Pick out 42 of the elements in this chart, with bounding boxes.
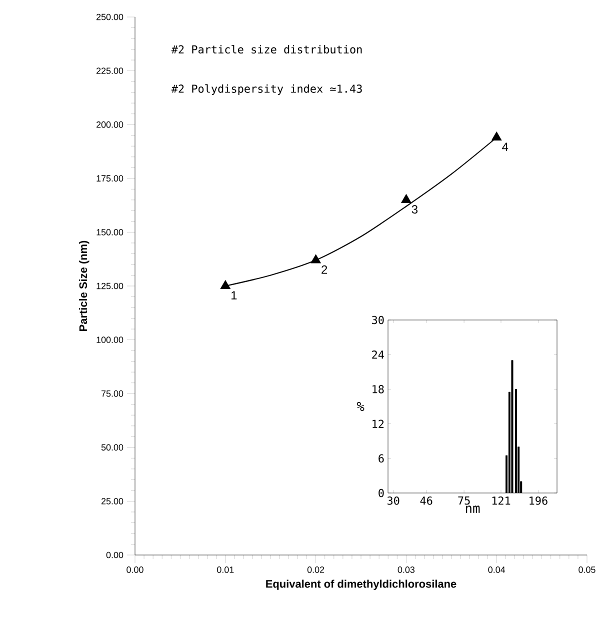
x-axis-title: Equivalent of dimethyldichlorosilane — [266, 580, 456, 590]
annotation: #2 Particle size distribution — [171, 45, 362, 54]
y-tick-label: 225.00 — [96, 68, 124, 74]
point — [401, 194, 412, 203]
y-tick-label: 0 — [378, 488, 384, 498]
y-tick-label: 24 — [372, 350, 384, 359]
y-tick-label: 125.00 — [96, 282, 124, 290]
annotation: 4 — [502, 142, 508, 151]
point — [492, 132, 502, 141]
x-tick-label: 46 — [420, 496, 432, 505]
y-tick-label: 6 — [378, 454, 384, 463]
x-axis-title: nm — [466, 506, 480, 513]
y-axis-title: Particle Size (nm) — [79, 240, 90, 331]
x-tick-label: 196 — [530, 496, 548, 505]
annotation: 1 — [232, 291, 237, 300]
y-tick-label: 150.00 — [96, 229, 124, 236]
x-tick-label: 0.01 — [217, 566, 234, 573]
annotation: #2 Polydispersity index ≃1.43 — [171, 84, 362, 95]
point — [310, 254, 321, 264]
y-tick-label: 25.00 — [101, 498, 124, 504]
y-tick-label: 50.00 — [101, 444, 124, 451]
y-tick-label: 175.00 — [96, 175, 124, 182]
x-tick-label: 30 — [387, 496, 400, 505]
x-tick-label: 0.00 — [126, 566, 144, 573]
x-tick-label: 75 — [458, 496, 470, 505]
annotation: 3 — [412, 205, 418, 214]
y-tick-label: 200.00 — [96, 121, 124, 128]
x-tick-label: 0.02 — [307, 566, 324, 573]
y-tick-label: 0.00 — [106, 552, 124, 558]
x-tick-label: 0.05 — [578, 566, 596, 573]
y-axis-title: % — [356, 402, 364, 412]
y-tick-label: 18 — [372, 385, 384, 394]
y-tick-label: 30 — [372, 316, 384, 324]
y-tick-label: 100.00 — [96, 336, 124, 343]
y-tick-label: 250.00 — [96, 14, 124, 20]
point — [220, 280, 230, 290]
y-tick-label: 12 — [372, 420, 384, 428]
y-tick-label: 75.00 — [101, 390, 124, 397]
x-tick-label: 0.04 — [488, 566, 506, 573]
x-tick-label: 0.03 — [398, 566, 415, 573]
x-tick-label: 121 — [492, 496, 510, 505]
annotation: 2 — [322, 265, 328, 274]
